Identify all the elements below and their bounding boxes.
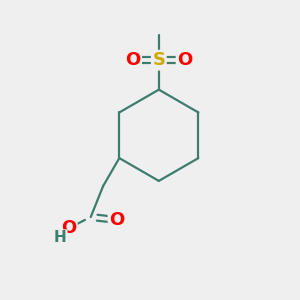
- Text: S: S: [152, 51, 165, 69]
- Text: O: O: [177, 51, 192, 69]
- Text: O: O: [125, 51, 140, 69]
- Text: O: O: [61, 219, 76, 237]
- Text: O: O: [109, 211, 124, 229]
- Text: H: H: [54, 230, 67, 245]
